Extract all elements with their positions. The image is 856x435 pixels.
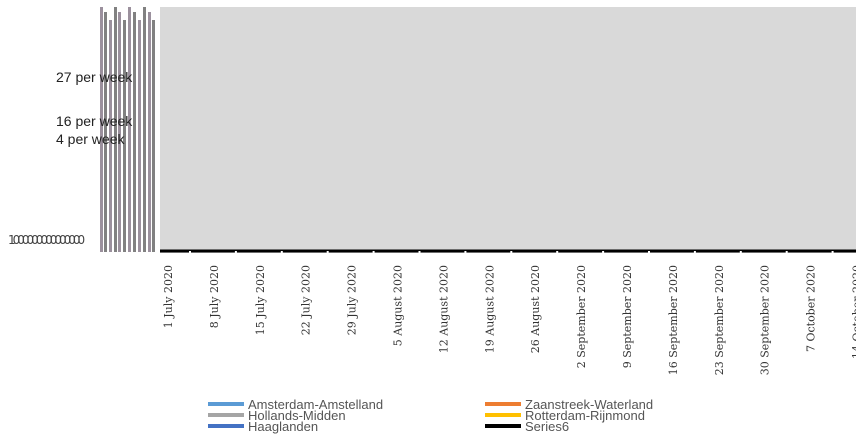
- y-axis-clutter-bar: [118, 12, 121, 252]
- x-tick-label: 29 July 2020: [346, 265, 359, 335]
- x-tick-label: 19 August 2020: [483, 265, 496, 353]
- legend-label: Series6: [525, 419, 570, 434]
- y-tick-label: 1000000000000000: [8, 233, 85, 247]
- x-tick-label: 16 September 2020: [667, 265, 680, 375]
- plot-area: [160, 7, 856, 253]
- legend-swatch: [485, 401, 521, 406]
- x-tick-label: 9 September 2020: [621, 265, 634, 368]
- legend-label: Hollands-Midden: [248, 408, 346, 423]
- legend-swatch: [208, 412, 244, 417]
- annotation-4-per-week: 4 per week: [56, 131, 125, 147]
- legend-item-hollands-midden: Hollands-Midden: [208, 409, 346, 423]
- x-tick-label: 23 September 2020: [713, 265, 726, 375]
- legend-label: Rotterdam-Rijnmond: [525, 408, 645, 423]
- x-tick-label: 12 August 2020: [437, 265, 450, 353]
- annotation-16-per-week: 16 per week: [56, 113, 133, 129]
- y-axis-clutter-bar: [143, 7, 146, 252]
- y-axis-clutter-bar: [104, 12, 107, 252]
- x-tick-label: 2 September 2020: [575, 265, 588, 368]
- y-axis-clutter-bar: [148, 12, 151, 252]
- legend-item-series6: Series6: [485, 420, 569, 434]
- legend-item-amsterdam-amstelland: Amsterdam-Amstelland: [208, 398, 383, 412]
- annotation-27-per-week: 27 per week: [56, 69, 133, 85]
- legend-item-haaglanden: Haaglanden: [208, 420, 318, 434]
- x-tick-label: 15 July 2020: [254, 265, 267, 335]
- legend-label: Haaglanden: [248, 419, 319, 434]
- series-lines: [160, 249, 856, 253]
- y-axis-clutter-bar: [100, 7, 103, 252]
- x-tick-label: 14 October 2020: [851, 265, 856, 359]
- y-axis-clutter-bar: [109, 20, 112, 252]
- y-axis-clutter-bar: [133, 12, 136, 252]
- x-tick-label: 26 August 2020: [529, 265, 542, 353]
- y-axis-clutter-bar: [123, 20, 126, 252]
- x-tick-label: 22 July 2020: [300, 265, 313, 335]
- legend-swatch: [208, 423, 244, 428]
- y-axis-clutter-bar: [138, 20, 141, 252]
- x-tick-label: 8 July 2020: [208, 265, 221, 328]
- y-axis-clutter-bar: [152, 20, 155, 252]
- x-tick-label: 7 October 2020: [805, 265, 818, 352]
- legend-swatch: [485, 423, 521, 428]
- legend-swatch: [208, 401, 244, 406]
- x-tick-label: 1 July 2020: [162, 265, 175, 328]
- y-axis-clutter: [100, 7, 155, 252]
- x-tick-label: 5 August 2020: [392, 265, 405, 346]
- y-axis-clutter-bar: [114, 7, 117, 252]
- x-tick-label: 30 September 2020: [759, 265, 772, 375]
- x-ticks: 1 July 2020 8 July 2020 15 July 2020 22 Jul…: [162, 251, 856, 375]
- legend-item-rotterdam-rijnmond: Rotterdam-Rijnmond: [485, 409, 645, 423]
- legend-item-zaanstreek-waterland: Zaanstreek-Waterland: [485, 398, 653, 412]
- legend-label: Zaanstreek-Waterland: [525, 397, 654, 412]
- legend-swatch: [485, 412, 521, 417]
- y-axis-clutter-bar: [128, 7, 131, 252]
- legend-label: Amsterdam-Amstelland: [248, 397, 384, 412]
